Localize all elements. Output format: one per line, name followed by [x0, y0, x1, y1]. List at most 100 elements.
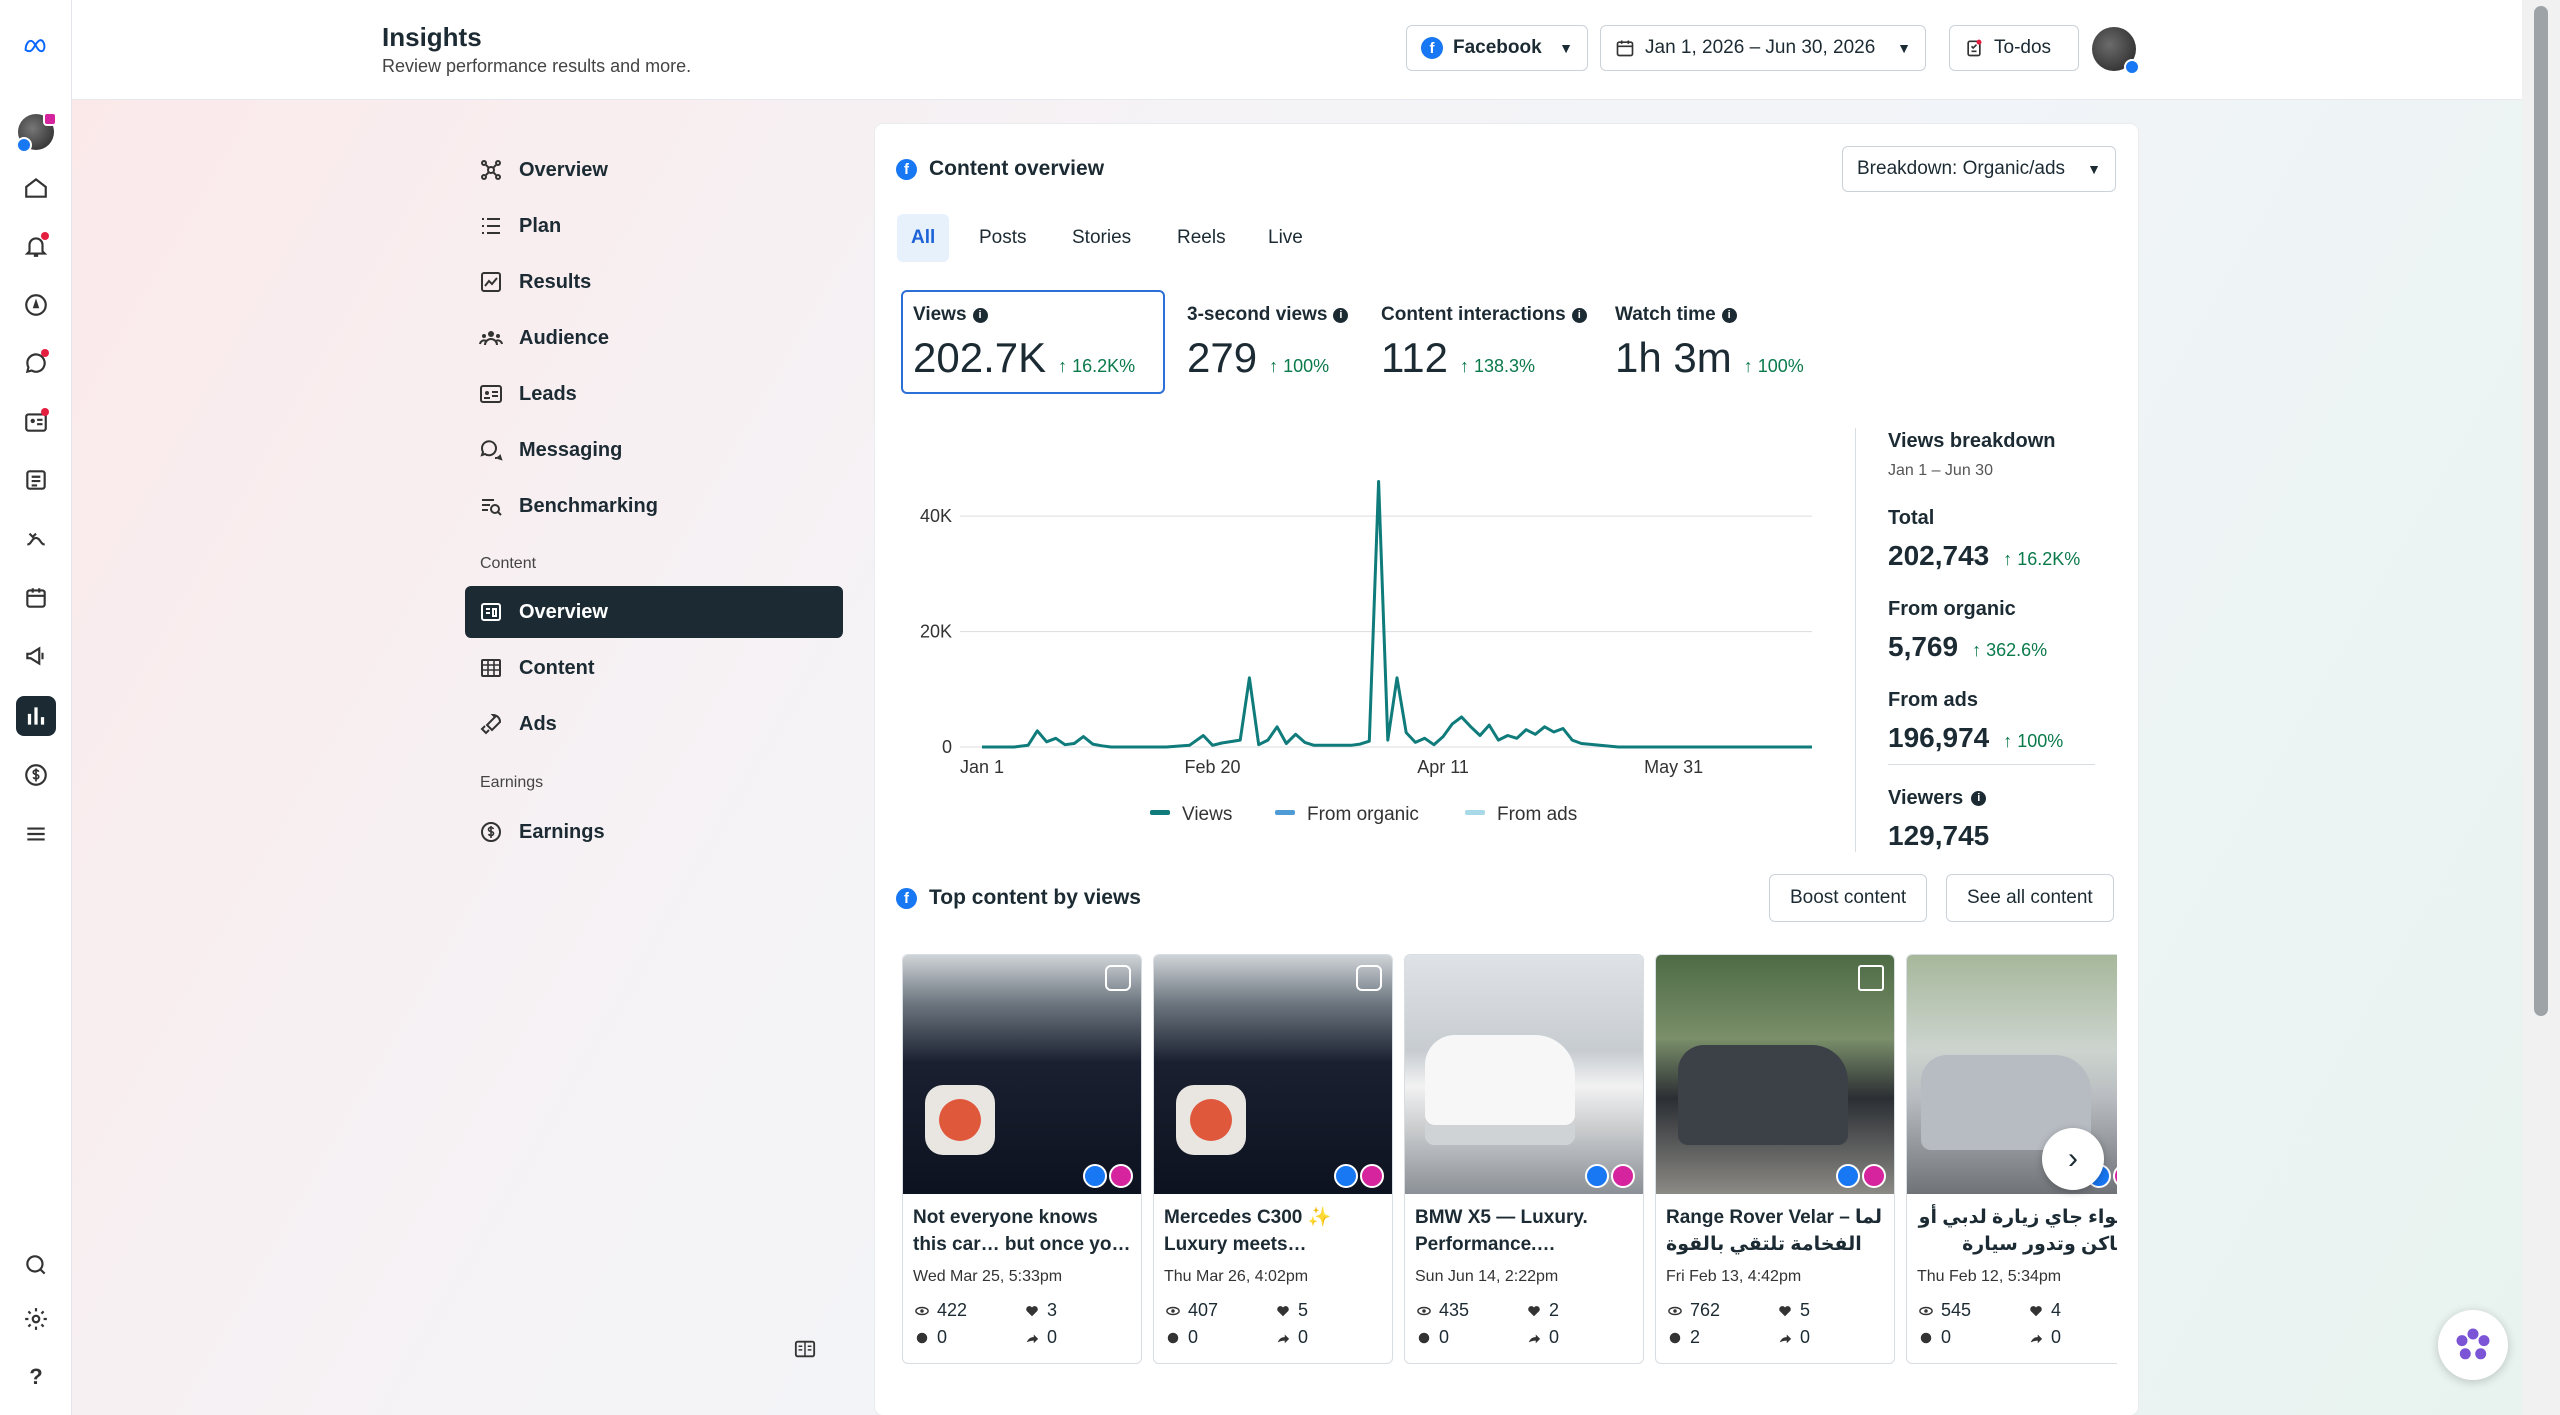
sidebar-item-audience[interactable]: Audience — [465, 312, 843, 364]
platform-dropdown[interactable]: f Facebook ▼ — [1406, 25, 1588, 71]
profile-avatar[interactable] — [16, 112, 57, 153]
views-line-chart[interactable]: 0 20K 40K Jan 1 Feb 20 Apr 11 May 31 Views From … — [900, 440, 1830, 840]
top-content-carousel: Not everyone knows this car… but once yo… — [900, 950, 2117, 1370]
compass-icon[interactable] — [16, 285, 56, 325]
content-card[interactable]: سواء جاي زيارة لدبي أو ساكن وتدور سيارة … — [1906, 954, 2117, 1364]
legend-swatch — [1465, 810, 1485, 815]
x-tick-label: Feb 20 — [1185, 757, 1241, 777]
post-comments: 0 — [1188, 1327, 1199, 1347]
menu-icon[interactable] — [16, 814, 56, 854]
search-icon[interactable] — [16, 1245, 56, 1285]
sidebar-item-content-overview[interactable]: Overview — [465, 586, 843, 638]
settings-gear-icon[interactable] — [16, 1299, 56, 1339]
metric-change: 100% — [1757, 356, 1804, 376]
tab-reels[interactable]: Reels — [1177, 227, 1226, 248]
facebook-instagram-icon — [1836, 1164, 1886, 1188]
sidebar-item-label: Results — [519, 270, 592, 293]
ads-change: 100% — [2017, 731, 2064, 751]
sidebar-item-results[interactable]: Results — [465, 256, 843, 308]
ads-value: 196,974 — [1888, 722, 1990, 753]
meta-ai-button[interactable] — [2438, 1310, 2508, 1380]
page-title: Insights — [382, 22, 482, 52]
x-tick-label: May 31 — [1644, 757, 1703, 777]
breakdown-label: Breakdown: Organic/ads — [1857, 158, 2066, 179]
tab-live[interactable]: Live — [1268, 227, 1303, 248]
meta-logo-icon[interactable] — [16, 26, 56, 66]
facebook-icon: f — [896, 887, 917, 909]
ads-label: From ads — [1888, 689, 1979, 711]
sidebar-section-content: Content — [480, 555, 537, 572]
insights-icon[interactable] — [16, 696, 56, 736]
metric-watch-time[interactable]: Watch time i 1h 3m ↑ 100% — [1615, 290, 1835, 394]
collapse-sidebar-icon[interactable] — [792, 1338, 818, 1365]
comment-icon — [1418, 1332, 1430, 1343]
sidebar-item-overview[interactable]: Overview — [465, 144, 843, 196]
home-icon[interactable] — [16, 168, 56, 208]
tab-stories[interactable]: Stories — [1072, 227, 1132, 248]
chevron-down-icon: ▼ — [1559, 40, 1573, 56]
metric-views[interactable]: Views i 202.7K ↑ 16.2K% — [901, 290, 1165, 394]
content-card[interactable]: Mercedes C300 ✨ Luxury meets… Thu Mar 26… — [1153, 954, 1393, 1364]
ads-row: 196,974 ↑ 100% — [1888, 722, 2063, 754]
sidebar-item-earnings[interactable]: Earnings — [465, 806, 843, 858]
organic-value: 5,769 — [1888, 631, 1959, 662]
overview-icon — [481, 160, 501, 180]
info-icon[interactable]: i — [1721, 307, 1737, 323]
metric-content-interactions[interactable]: Content interactions i 112 ↑ 138.3% — [1381, 290, 1603, 394]
facebook-icon: f — [896, 158, 917, 180]
tab-all[interactable]: All — [897, 214, 950, 262]
organic-label: From organic — [1888, 598, 2016, 620]
post-reactions: 5 — [1298, 1300, 1309, 1320]
notifications-icon[interactable] — [16, 226, 56, 266]
megaphone-icon[interactable] — [16, 636, 56, 676]
monetization-icon[interactable] — [16, 755, 56, 795]
help-icon[interactable]: ? — [29, 1364, 43, 1389]
info-icon[interactable]: i — [1571, 307, 1587, 323]
date-range-picker[interactable]: Jan 1, 2026 – Jun 30, 2026 ▼ — [1600, 25, 1926, 71]
content-overview-title: Content overview — [929, 157, 1105, 180]
facebook-instagram-icon — [1083, 1164, 1133, 1188]
account-avatar[interactable] — [2092, 27, 2140, 75]
post-date: Thu Mar 26, 4:02pm — [1164, 1268, 1309, 1285]
sidebar-item-messaging[interactable]: Messaging — [465, 424, 843, 476]
arrow-up-icon: ↑ — [1058, 356, 1073, 376]
tab-posts[interactable]: Posts — [979, 227, 1027, 248]
reel-icon — [1356, 965, 1382, 991]
sidebar-item-content[interactable]: Content — [465, 642, 843, 694]
breakdown-dropdown[interactable]: Breakdown: Organic/ads ▼ — [1842, 146, 2116, 192]
total-row: 202,743 ↑ 16.2K% — [1888, 540, 2080, 572]
metric-value: 1h 3m — [1615, 334, 1732, 381]
total-label: Total — [1888, 507, 1935, 529]
info-icon[interactable]: i — [1971, 791, 1987, 806]
sidebar-item-plan[interactable]: Plan — [465, 200, 843, 252]
activity-icon[interactable] — [16, 519, 56, 559]
eye-icon — [1417, 1306, 1431, 1315]
post-views: 407 — [1188, 1300, 1219, 1320]
carousel-icon — [1858, 965, 1884, 991]
sidebar-item-leads[interactable]: Leads — [465, 368, 843, 420]
info-icon[interactable]: i — [972, 307, 988, 323]
x-tick-label: Apr 11 — [1417, 757, 1469, 777]
platform-label: Facebook — [1453, 37, 1542, 58]
carousel-next-button[interactable]: › — [2042, 1128, 2104, 1190]
calendar-icon[interactable] — [16, 578, 56, 618]
top-content-header: f Top content by views — [896, 886, 1141, 910]
todos-button[interactable]: To-dos — [1949, 25, 2079, 71]
content-card[interactable]: Not everyone knows this car… but once yo… — [902, 954, 1142, 1364]
messages-icon[interactable] — [16, 343, 56, 383]
sidebar-item-ads[interactable]: Ads — [465, 698, 843, 750]
see-all-content-button[interactable]: See all content — [1946, 874, 2114, 922]
content-card[interactable]: BMW X5 — Luxury. Performance.… Sun Jun 1… — [1404, 954, 1644, 1364]
sidebar-item-benchmarking[interactable]: Benchmarking — [465, 480, 843, 532]
info-icon[interactable]: i — [1333, 307, 1349, 323]
viewers-value: 129,745 — [1888, 820, 1990, 851]
contacts-icon[interactable] — [16, 402, 56, 442]
people-icon — [479, 331, 503, 346]
page-scrollbar[interactable] — [2522, 0, 2560, 1415]
content-card[interactable]: Range Rover Velar – لما الفخامة تلتقي با… — [1655, 954, 1895, 1364]
posts-icon[interactable] — [16, 460, 56, 500]
boost-content-button[interactable]: Boost content — [1769, 874, 1928, 922]
rocket-icon — [480, 713, 502, 735]
metric-3-second-views[interactable]: 3-second views i 279 ↑ 100% — [1187, 290, 1367, 394]
views-breakdown-title: Views breakdown — [1888, 430, 2056, 452]
